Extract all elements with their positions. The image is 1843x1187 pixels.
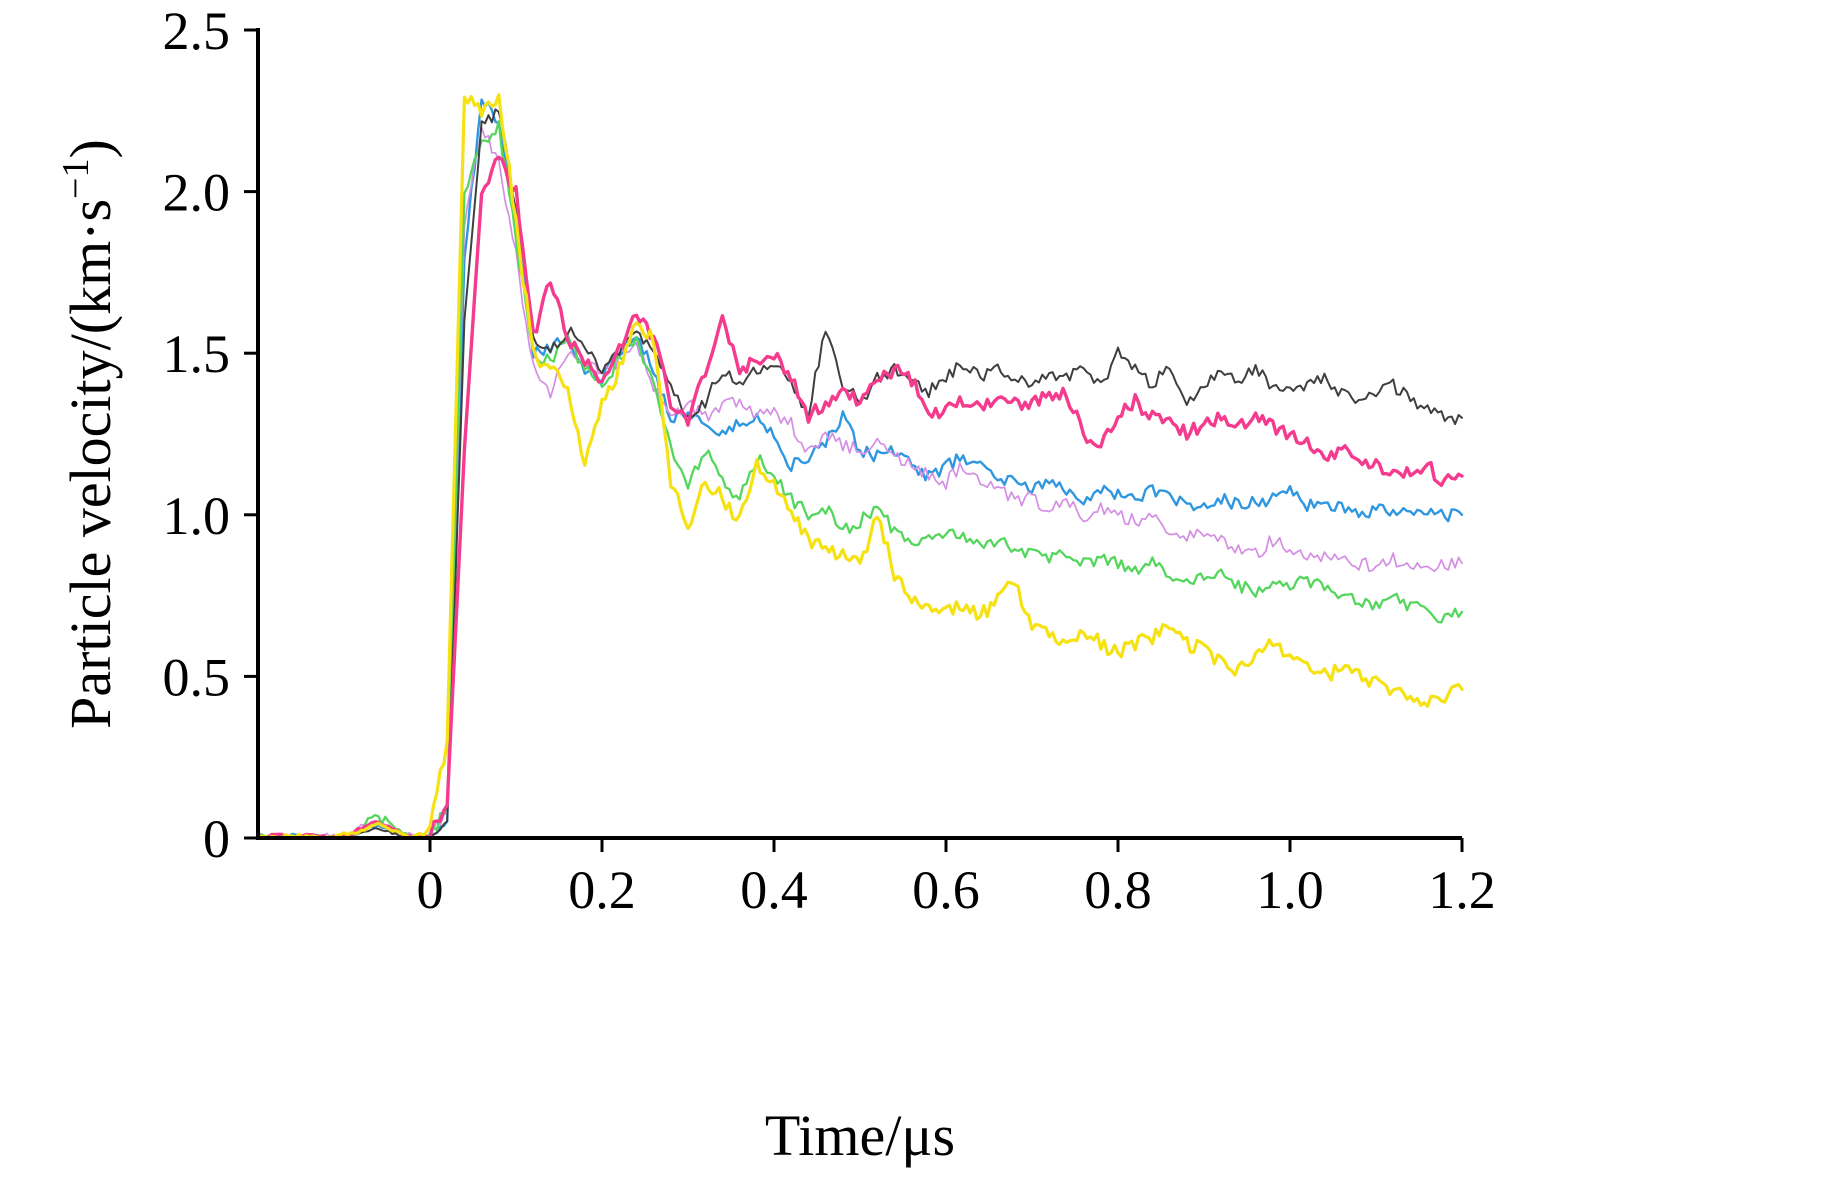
y-axis-label-superscript: −1	[55, 158, 97, 198]
x-tick-label: 0.4	[740, 860, 808, 920]
x-tick-label: 1.0	[1256, 860, 1324, 920]
y-tick-label: 1.0	[163, 486, 231, 546]
y-tick-label: 2.0	[163, 163, 231, 223]
y-axis-label-main: Particle velocity/(km·s	[58, 199, 123, 729]
y-axis-label: Particle velocity/(km·s−1)	[55, 139, 123, 729]
x-tick-label: 0	[417, 860, 444, 920]
series-line-trace-yellow	[256, 93, 1464, 840]
series-lines	[256, 93, 1464, 840]
x-tick-label: 0.2	[568, 860, 636, 920]
y-tick-label: 1.5	[163, 324, 231, 384]
series-line-trace-pink	[256, 155, 1464, 840]
x-axis-ticks: 0 0.2 0.4 0.6 0.8 1.0 1.2	[417, 838, 1496, 920]
x-tick-label: 0.6	[912, 860, 980, 920]
y-tick-label: 0.5	[163, 647, 231, 707]
y-tick-label: 2.5	[163, 1, 231, 61]
x-tick-label: 1.2	[1428, 860, 1496, 920]
y-tick-label: 0	[203, 809, 230, 869]
y-axis-ticks: 0 0.5 1.0 1.5 2.0 2.5	[163, 1, 258, 869]
series-line-trace-violet	[257, 126, 1463, 839]
x-axis-label: Time/μs	[765, 1103, 955, 1168]
series-line-trace-green	[256, 120, 1464, 840]
series-line-trace-black	[257, 108, 1463, 839]
y-axis-label-close: )	[58, 139, 123, 158]
series-line-trace-blue	[256, 98, 1464, 840]
x-tick-label: 0.8	[1084, 860, 1152, 920]
axes	[256, 28, 1462, 840]
